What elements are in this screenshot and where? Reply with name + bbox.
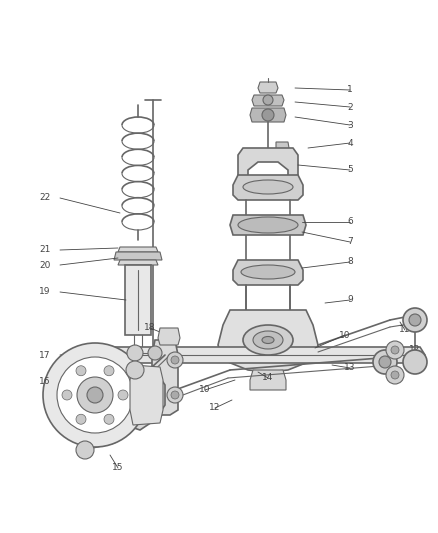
- Polygon shape: [258, 82, 278, 93]
- Circle shape: [262, 109, 274, 121]
- Text: 10: 10: [339, 330, 351, 340]
- Circle shape: [76, 414, 86, 424]
- Polygon shape: [250, 108, 286, 122]
- Polygon shape: [118, 247, 158, 252]
- Circle shape: [391, 346, 399, 354]
- Circle shape: [76, 441, 94, 459]
- Text: 15: 15: [112, 464, 124, 472]
- Circle shape: [167, 387, 183, 403]
- Circle shape: [43, 343, 147, 447]
- Polygon shape: [158, 328, 180, 345]
- Ellipse shape: [253, 331, 283, 349]
- Circle shape: [87, 387, 103, 403]
- Circle shape: [373, 350, 397, 374]
- Ellipse shape: [238, 217, 298, 233]
- Text: 4: 4: [347, 139, 353, 148]
- Text: 16: 16: [39, 377, 51, 386]
- Circle shape: [77, 377, 113, 413]
- Circle shape: [403, 308, 427, 332]
- Ellipse shape: [262, 336, 274, 343]
- Circle shape: [409, 314, 421, 326]
- Circle shape: [148, 346, 162, 360]
- Text: 12: 12: [410, 345, 420, 354]
- Circle shape: [386, 341, 404, 359]
- Text: 10: 10: [199, 385, 211, 394]
- Circle shape: [167, 352, 183, 368]
- Text: 5: 5: [347, 166, 353, 174]
- Ellipse shape: [241, 265, 295, 279]
- Ellipse shape: [243, 325, 293, 355]
- Circle shape: [386, 366, 404, 384]
- Text: 2: 2: [347, 102, 353, 111]
- Text: 18: 18: [144, 324, 156, 333]
- Ellipse shape: [243, 180, 293, 194]
- Text: 13: 13: [344, 364, 356, 373]
- Circle shape: [76, 366, 86, 376]
- Circle shape: [403, 350, 427, 374]
- Polygon shape: [120, 365, 165, 430]
- Polygon shape: [118, 260, 158, 265]
- Polygon shape: [238, 148, 298, 180]
- Text: 8: 8: [347, 257, 353, 266]
- Circle shape: [104, 366, 114, 376]
- Circle shape: [391, 371, 399, 379]
- Polygon shape: [130, 365, 163, 425]
- Polygon shape: [218, 310, 318, 372]
- Circle shape: [118, 390, 128, 400]
- Circle shape: [171, 356, 179, 364]
- Polygon shape: [114, 252, 162, 260]
- Text: 20: 20: [39, 261, 51, 270]
- Polygon shape: [276, 142, 289, 154]
- Polygon shape: [233, 175, 303, 200]
- Text: 22: 22: [39, 193, 51, 203]
- Circle shape: [126, 361, 144, 379]
- Text: 14: 14: [262, 374, 274, 383]
- Text: 12: 12: [209, 403, 221, 413]
- Text: 6: 6: [347, 217, 353, 227]
- Polygon shape: [230, 215, 306, 235]
- Text: 1: 1: [347, 85, 353, 94]
- Polygon shape: [125, 265, 151, 335]
- Polygon shape: [252, 95, 284, 106]
- Text: 17: 17: [39, 351, 51, 359]
- Polygon shape: [95, 347, 425, 363]
- Text: 9: 9: [347, 295, 353, 304]
- Circle shape: [171, 391, 179, 399]
- Text: 3: 3: [347, 120, 353, 130]
- Circle shape: [263, 95, 273, 105]
- Text: 19: 19: [39, 287, 51, 296]
- Circle shape: [127, 345, 143, 361]
- Circle shape: [57, 357, 133, 433]
- Text: 21: 21: [39, 246, 51, 254]
- Text: 11: 11: [399, 326, 411, 335]
- Polygon shape: [152, 340, 178, 415]
- Polygon shape: [233, 260, 303, 285]
- Text: 7: 7: [347, 238, 353, 246]
- Polygon shape: [250, 370, 286, 390]
- Circle shape: [104, 414, 114, 424]
- Circle shape: [379, 356, 391, 368]
- Circle shape: [62, 390, 72, 400]
